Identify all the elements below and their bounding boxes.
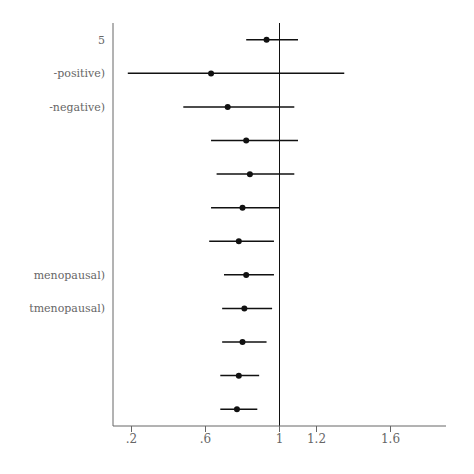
svg-text:-negative): -negative) — [49, 101, 105, 114]
svg-text:menopausal): menopausal) — [34, 269, 105, 282]
svg-text:1: 1 — [276, 432, 284, 446]
svg-text:1.6: 1.6 — [381, 432, 400, 446]
svg-text:-positive): -positive) — [54, 67, 106, 80]
svg-text:tmenopausal): tmenopausal) — [29, 302, 105, 315]
svg-text:5: 5 — [98, 34, 105, 47]
svg-text:.2: .2 — [126, 432, 137, 446]
svg-text:.6: .6 — [200, 432, 211, 446]
svg-text:1.2: 1.2 — [307, 432, 326, 446]
